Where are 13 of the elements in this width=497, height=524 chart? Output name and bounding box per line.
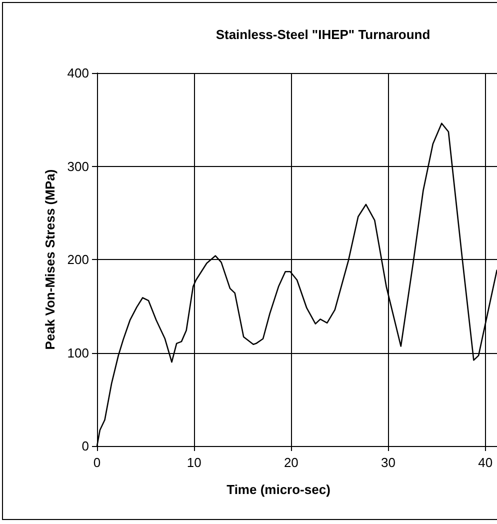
y-tick-label: 300 [67, 158, 89, 174]
x-tick-label: 40 [478, 455, 493, 470]
x-tick-label: 30 [381, 455, 396, 470]
x-tick-label: 0 [93, 455, 101, 470]
y-tick-label: 200 [67, 252, 89, 267]
x-tick-label: 20 [284, 455, 298, 470]
y-tick-label: 0 [82, 438, 89, 454]
x-tick-label: 10 [186, 455, 202, 470]
x-axis-title: Time (micro-sec) [226, 482, 330, 497]
y-tick-label: 400 [67, 66, 89, 80]
y-axis-title: Peak Von-Mises Stress (MPa) [42, 169, 58, 350]
chart-title: Stainless-Steel "IHEP" Turnaround [216, 27, 430, 42]
y-tick-label: 100 [67, 345, 89, 360]
